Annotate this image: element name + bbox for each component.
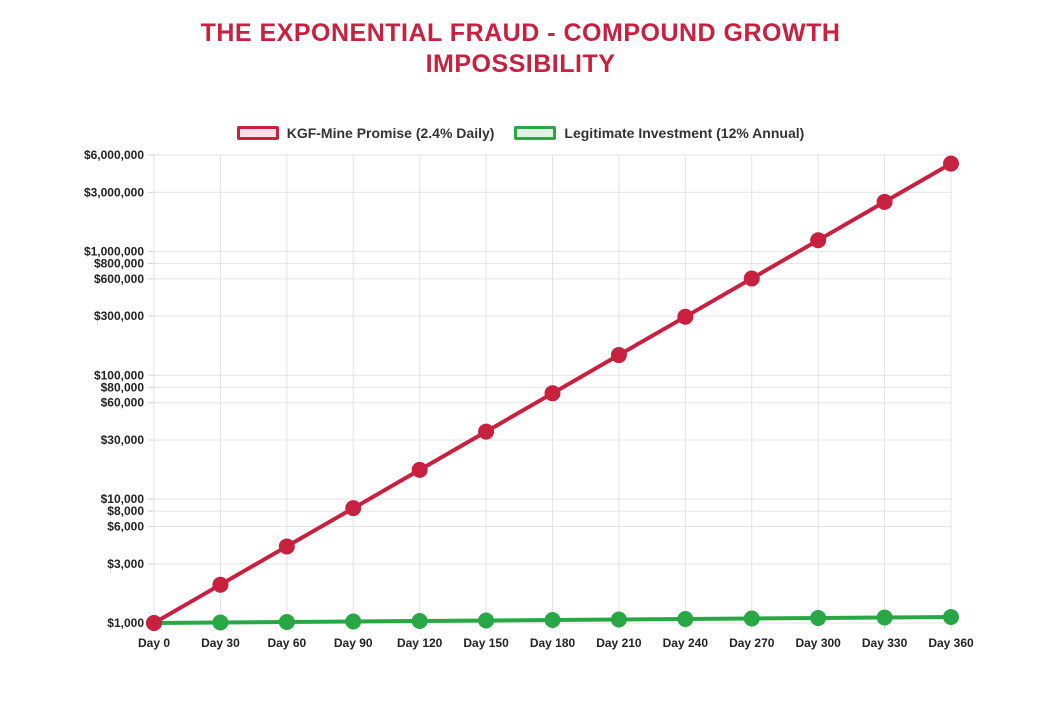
- data-point-series-0-300[interactable]: [810, 232, 827, 249]
- y-axis-ticks: $1,000 $3,000 $6,000 $8,000$10,000 $30,000 $6…: [84, 148, 154, 630]
- data-point-series-1-330[interactable]: [876, 609, 893, 626]
- data-point-series-1-180[interactable]: [544, 612, 561, 629]
- data-point-series-0-240[interactable]: [677, 308, 694, 325]
- x-tick-label: Day 330: [862, 636, 908, 650]
- data-point-series-0-330[interactable]: [876, 193, 893, 210]
- x-tick-label: Day 0: [138, 636, 170, 650]
- data-point-series-0-90[interactable]: [345, 500, 362, 517]
- y-tick-label: $3,000,000: [84, 185, 144, 199]
- y-tick-label: $6,000,000: [84, 148, 144, 162]
- data-point-series-1-30[interactable]: [212, 614, 229, 631]
- y-tick-label: $8,000: [107, 504, 144, 518]
- x-axis-ticks: Day 0 Day 30 Day 60 Day 90 Day 120 Day 150 Day…: [138, 623, 974, 650]
- x-tick-label: Day 210: [596, 636, 642, 650]
- chart-title-line-1: THE EXPONENTIAL FRAUD - COMPOUND GROWTH: [200, 19, 841, 47]
- legend-swatch-legitimate: [514, 126, 557, 140]
- data-point-series-1-360[interactable]: [943, 608, 959, 625]
- y-tick-label: $6,000: [107, 520, 144, 534]
- x-tick-label: Day 240: [663, 636, 709, 650]
- series-points: [146, 155, 959, 631]
- x-tick-label: Day 300: [795, 636, 841, 650]
- x-tick-label: Day 30: [201, 636, 240, 650]
- y-tick-label: $30,000: [101, 433, 145, 447]
- y-tick-label: $60,000: [101, 396, 145, 410]
- data-point-series-0-150[interactable]: [478, 423, 495, 440]
- x-tick-label: Day 120: [397, 636, 443, 650]
- data-point-series-1-300[interactable]: [810, 610, 827, 627]
- chart-title-line-2: IMPOSSIBILITY: [425, 50, 616, 78]
- data-point-series-1-90[interactable]: [345, 613, 362, 630]
- legend-label-legitimate: Legitimate Investment (12% Annual): [564, 125, 805, 141]
- x-tick-label: Day 270: [729, 636, 775, 650]
- legend-item-legitimate[interactable]: Legitimate Investment (12% Annual): [514, 125, 804, 141]
- y-tick-label: $80,000: [101, 380, 145, 394]
- legend-item-kgf[interactable]: KGF-Mine Promise (2.4% Daily): [236, 125, 495, 141]
- y-tick-label: $1,000,000: [84, 244, 144, 258]
- data-point-series-0-30[interactable]: [212, 576, 229, 593]
- x-tick-label: Day 60: [267, 636, 306, 650]
- data-point-series-1-240[interactable]: [677, 611, 694, 628]
- data-point-series-0-120[interactable]: [411, 461, 428, 478]
- y-tick-label: $800,000: [94, 256, 144, 270]
- data-point-series-1-270[interactable]: [743, 610, 760, 627]
- data-point-series-1-210[interactable]: [610, 611, 627, 628]
- data-point-series-0-60[interactable]: [278, 538, 295, 555]
- data-point-series-1-60[interactable]: [278, 613, 295, 630]
- data-point-series-1-150[interactable]: [478, 612, 495, 629]
- y-tick-label: $100,000: [94, 368, 144, 382]
- x-tick-label: Day 90: [334, 636, 373, 650]
- y-tick-label: $10,000: [101, 492, 145, 506]
- data-point-series-0-180[interactable]: [544, 385, 561, 402]
- chart-title: THE EXPONENTIAL FRAUD - COMPOUND GROWTH …: [0, 18, 1041, 80]
- chart-legend: KGF-Mine Promise (2.4% Daily) Legitimate…: [0, 125, 1041, 141]
- y-tick-label: $1,000: [107, 616, 144, 630]
- x-tick-label: Day 360: [928, 636, 974, 650]
- y-tick-label: $600,000: [94, 272, 144, 286]
- y-tick-label: $3,000: [107, 557, 144, 571]
- data-point-series-0-210[interactable]: [610, 347, 627, 364]
- data-point-series-0-0[interactable]: [146, 615, 162, 631]
- y-tick-label: $300,000: [94, 309, 144, 323]
- data-point-series-0-270[interactable]: [743, 270, 760, 287]
- x-tick-label: Day 180: [530, 636, 576, 650]
- legend-label-kgf: KGF-Mine Promise (2.4% Daily): [286, 125, 495, 141]
- legend-swatch-kgf: [236, 126, 279, 140]
- data-point-series-1-120[interactable]: [411, 612, 428, 629]
- x-tick-label: Day 150: [463, 636, 509, 650]
- data-point-series-0-360[interactable]: [943, 155, 959, 172]
